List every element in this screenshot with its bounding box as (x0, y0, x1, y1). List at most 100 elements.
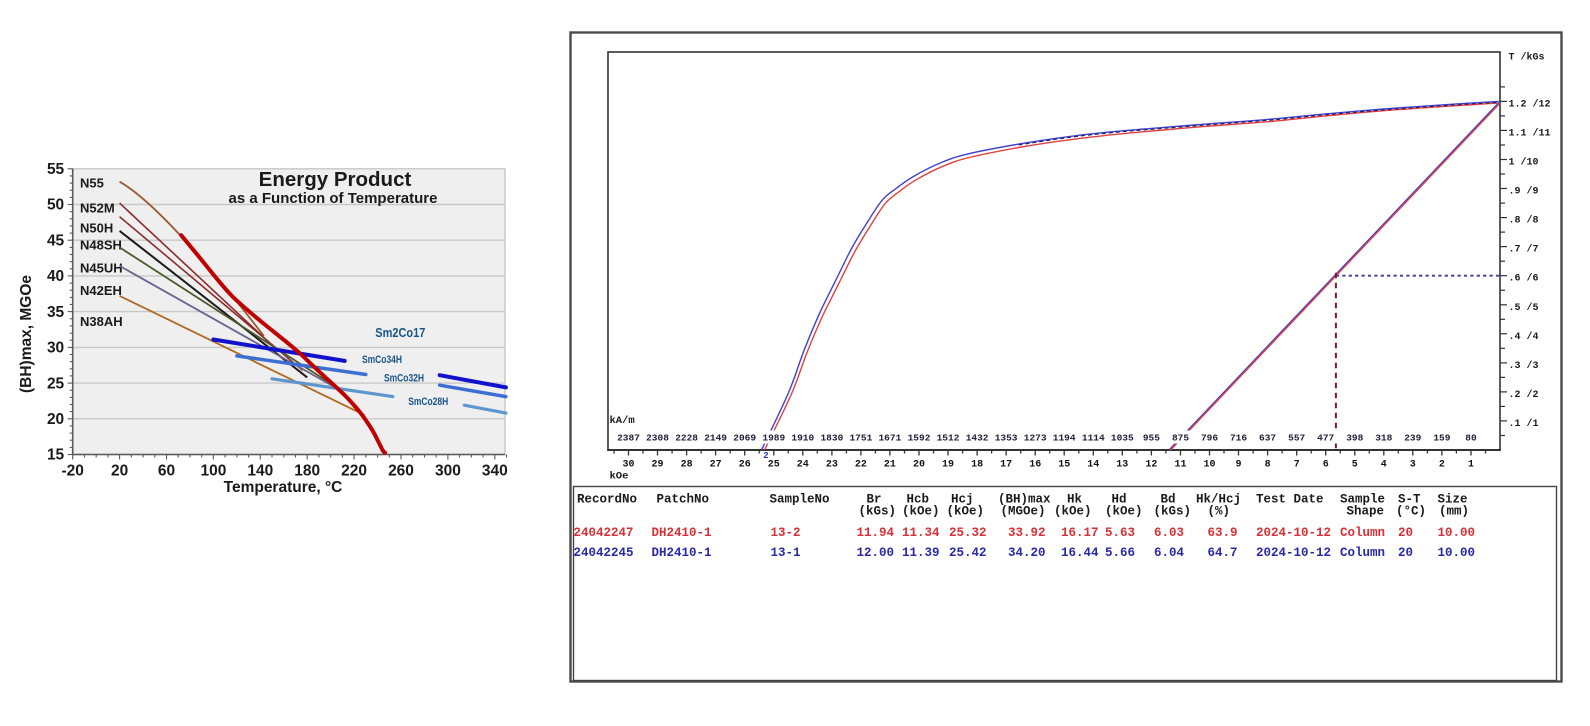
svg-text:N55: N55 (80, 176, 104, 191)
svg-text:13-2: 13-2 (771, 526, 801, 540)
svg-text:2308: 2308 (646, 433, 669, 444)
svg-text:19: 19 (942, 460, 954, 471)
svg-text:.1 /1: .1 /1 (1509, 418, 1539, 430)
svg-text:.6 /6: .6 /6 (1509, 273, 1539, 285)
svg-text:25.32: 25.32 (949, 526, 987, 540)
svg-text:20: 20 (47, 411, 64, 428)
svg-text:11.94: 11.94 (857, 526, 895, 540)
svg-text:as a Function of Temperature: as a Function of Temperature (229, 190, 438, 207)
svg-text:.8 /8: .8 /8 (1509, 215, 1539, 227)
svg-text:N42EH: N42EH (80, 283, 122, 298)
svg-text:1194: 1194 (1053, 433, 1076, 444)
svg-text:.4 /4: .4 /4 (1509, 331, 1539, 343)
svg-text:1114: 1114 (1082, 433, 1105, 444)
svg-text:2149: 2149 (704, 433, 727, 444)
svg-text:5.66: 5.66 (1105, 546, 1135, 560)
svg-text:2: 2 (1439, 460, 1445, 471)
svg-text:14: 14 (1087, 460, 1099, 471)
svg-text:Hd: Hd (1112, 493, 1127, 507)
svg-text:Size: Size (1438, 493, 1468, 507)
svg-text:10: 10 (1203, 460, 1215, 471)
svg-text:6.04: 6.04 (1154, 546, 1185, 560)
svg-text:30: 30 (622, 460, 634, 471)
svg-text:398: 398 (1346, 433, 1363, 444)
svg-text:180: 180 (294, 463, 320, 480)
svg-text:kA/m: kA/m (610, 415, 635, 427)
svg-text:220: 220 (341, 463, 367, 480)
svg-text:15: 15 (47, 447, 65, 464)
svg-text:1273: 1273 (1024, 433, 1047, 444)
svg-text:6: 6 (1323, 460, 1329, 471)
svg-text:26: 26 (739, 460, 751, 471)
svg-text:20: 20 (1398, 526, 1413, 540)
svg-text:300: 300 (435, 463, 461, 480)
svg-text:(mm): (mm) (1439, 505, 1469, 519)
svg-text:13: 13 (1116, 460, 1128, 471)
svg-text:20: 20 (913, 460, 925, 471)
svg-text:N50H: N50H (80, 221, 113, 236)
svg-text:(BH)max, MGOe: (BH)max, MGOe (18, 275, 35, 393)
svg-text:.3 /3: .3 /3 (1509, 360, 1539, 372)
svg-text:SmCo34H: SmCo34H (362, 354, 402, 366)
svg-text:DH2410-1: DH2410-1 (652, 546, 712, 560)
svg-text:875: 875 (1172, 433, 1189, 444)
svg-text:N45UH: N45UH (80, 261, 123, 276)
svg-text:(BH)max: (BH)max (998, 493, 1051, 507)
svg-text:N48SH: N48SH (80, 238, 122, 253)
svg-text:SmCo28H: SmCo28H (408, 396, 448, 408)
svg-text:2024-10-12: 2024-10-12 (1256, 526, 1331, 540)
svg-text:30: 30 (47, 340, 64, 357)
svg-text:1 /10: 1 /10 (1509, 157, 1539, 169)
svg-text:Sm2Co17: Sm2Co17 (375, 325, 425, 340)
svg-text:1830: 1830 (820, 433, 843, 444)
svg-text:DH2410-1: DH2410-1 (652, 526, 712, 540)
svg-text:5: 5 (1352, 460, 1358, 471)
svg-text:20: 20 (111, 463, 128, 480)
svg-text:15: 15 (1058, 460, 1070, 471)
svg-text:11: 11 (1174, 460, 1186, 471)
svg-text:9: 9 (1235, 460, 1241, 471)
svg-text:63.9: 63.9 (1208, 526, 1238, 540)
svg-text:64.7: 64.7 (1208, 546, 1238, 560)
svg-text:28: 28 (681, 460, 693, 471)
svg-text:N52M: N52M (80, 201, 115, 216)
svg-text:80: 80 (1465, 433, 1477, 444)
svg-text:.9 /9: .9 /9 (1509, 186, 1539, 198)
svg-text:2: 2 (763, 451, 768, 461)
svg-text:T /kGs: T /kGs (1509, 52, 1545, 64)
svg-text:6.03: 6.03 (1154, 526, 1184, 540)
svg-text:Test Date: Test Date (1256, 493, 1324, 507)
svg-text:(kOe): (kOe) (947, 505, 985, 519)
svg-text:955: 955 (1143, 433, 1160, 444)
svg-text:11.39: 11.39 (902, 546, 940, 560)
svg-text:1989: 1989 (762, 433, 785, 444)
svg-text:23: 23 (826, 460, 838, 471)
svg-text:kOe: kOe (610, 471, 629, 483)
svg-text:4: 4 (1381, 460, 1387, 471)
svg-text:1432: 1432 (966, 433, 989, 444)
svg-text:-20: -20 (61, 463, 83, 480)
svg-text:Column: Column (1340, 546, 1385, 560)
svg-text:60: 60 (158, 463, 175, 480)
svg-text:260: 260 (388, 463, 414, 480)
svg-text:3: 3 (1410, 460, 1416, 471)
svg-text:(kOe): (kOe) (902, 505, 940, 519)
svg-text:477: 477 (1317, 433, 1334, 444)
svg-text:1.2 /12: 1.2 /12 (1509, 98, 1551, 110)
svg-text:340: 340 (482, 463, 508, 480)
svg-text:34.20: 34.20 (1008, 546, 1046, 560)
svg-text:637: 637 (1259, 433, 1276, 444)
svg-text:45: 45 (47, 232, 65, 249)
svg-text:Hk: Hk (1067, 493, 1083, 507)
svg-text:12: 12 (1145, 460, 1157, 471)
svg-text:140: 140 (247, 463, 273, 480)
svg-text:24042247: 24042247 (574, 526, 634, 540)
svg-text:1751: 1751 (849, 433, 872, 444)
svg-text:159: 159 (1433, 433, 1450, 444)
svg-text:Hcj: Hcj (951, 493, 974, 507)
svg-text:1910: 1910 (791, 433, 814, 444)
svg-text:35: 35 (47, 304, 65, 321)
svg-text:24: 24 (797, 460, 809, 471)
svg-text:.5 /5: .5 /5 (1509, 302, 1539, 314)
svg-text:1512: 1512 (937, 433, 960, 444)
